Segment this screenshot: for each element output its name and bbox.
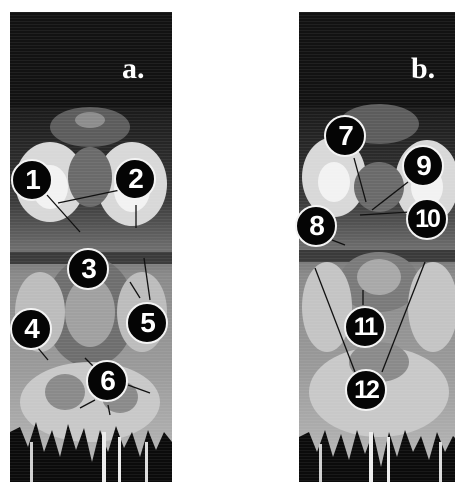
marker-3: 3 [67, 248, 109, 290]
image-panel-a: a. [10, 12, 172, 482]
marker-10: 10 [406, 198, 448, 240]
marker-12: 12 [345, 369, 387, 411]
panel-label-a: a. [122, 52, 145, 85]
marker-1: 1 [11, 159, 53, 201]
marker-9: 9 [402, 145, 444, 187]
marker-2: 2 [114, 158, 156, 200]
grayscale-scan-a [10, 12, 172, 482]
marker-6: 6 [86, 360, 128, 402]
marker-4: 4 [10, 308, 52, 350]
marker-7: 7 [324, 115, 366, 157]
panel-label-b: b. [411, 52, 436, 85]
marker-5: 5 [126, 302, 168, 344]
image-panel-b: b. [299, 12, 455, 482]
marker-8: 8 [295, 205, 337, 247]
marker-11: 11 [344, 306, 386, 348]
